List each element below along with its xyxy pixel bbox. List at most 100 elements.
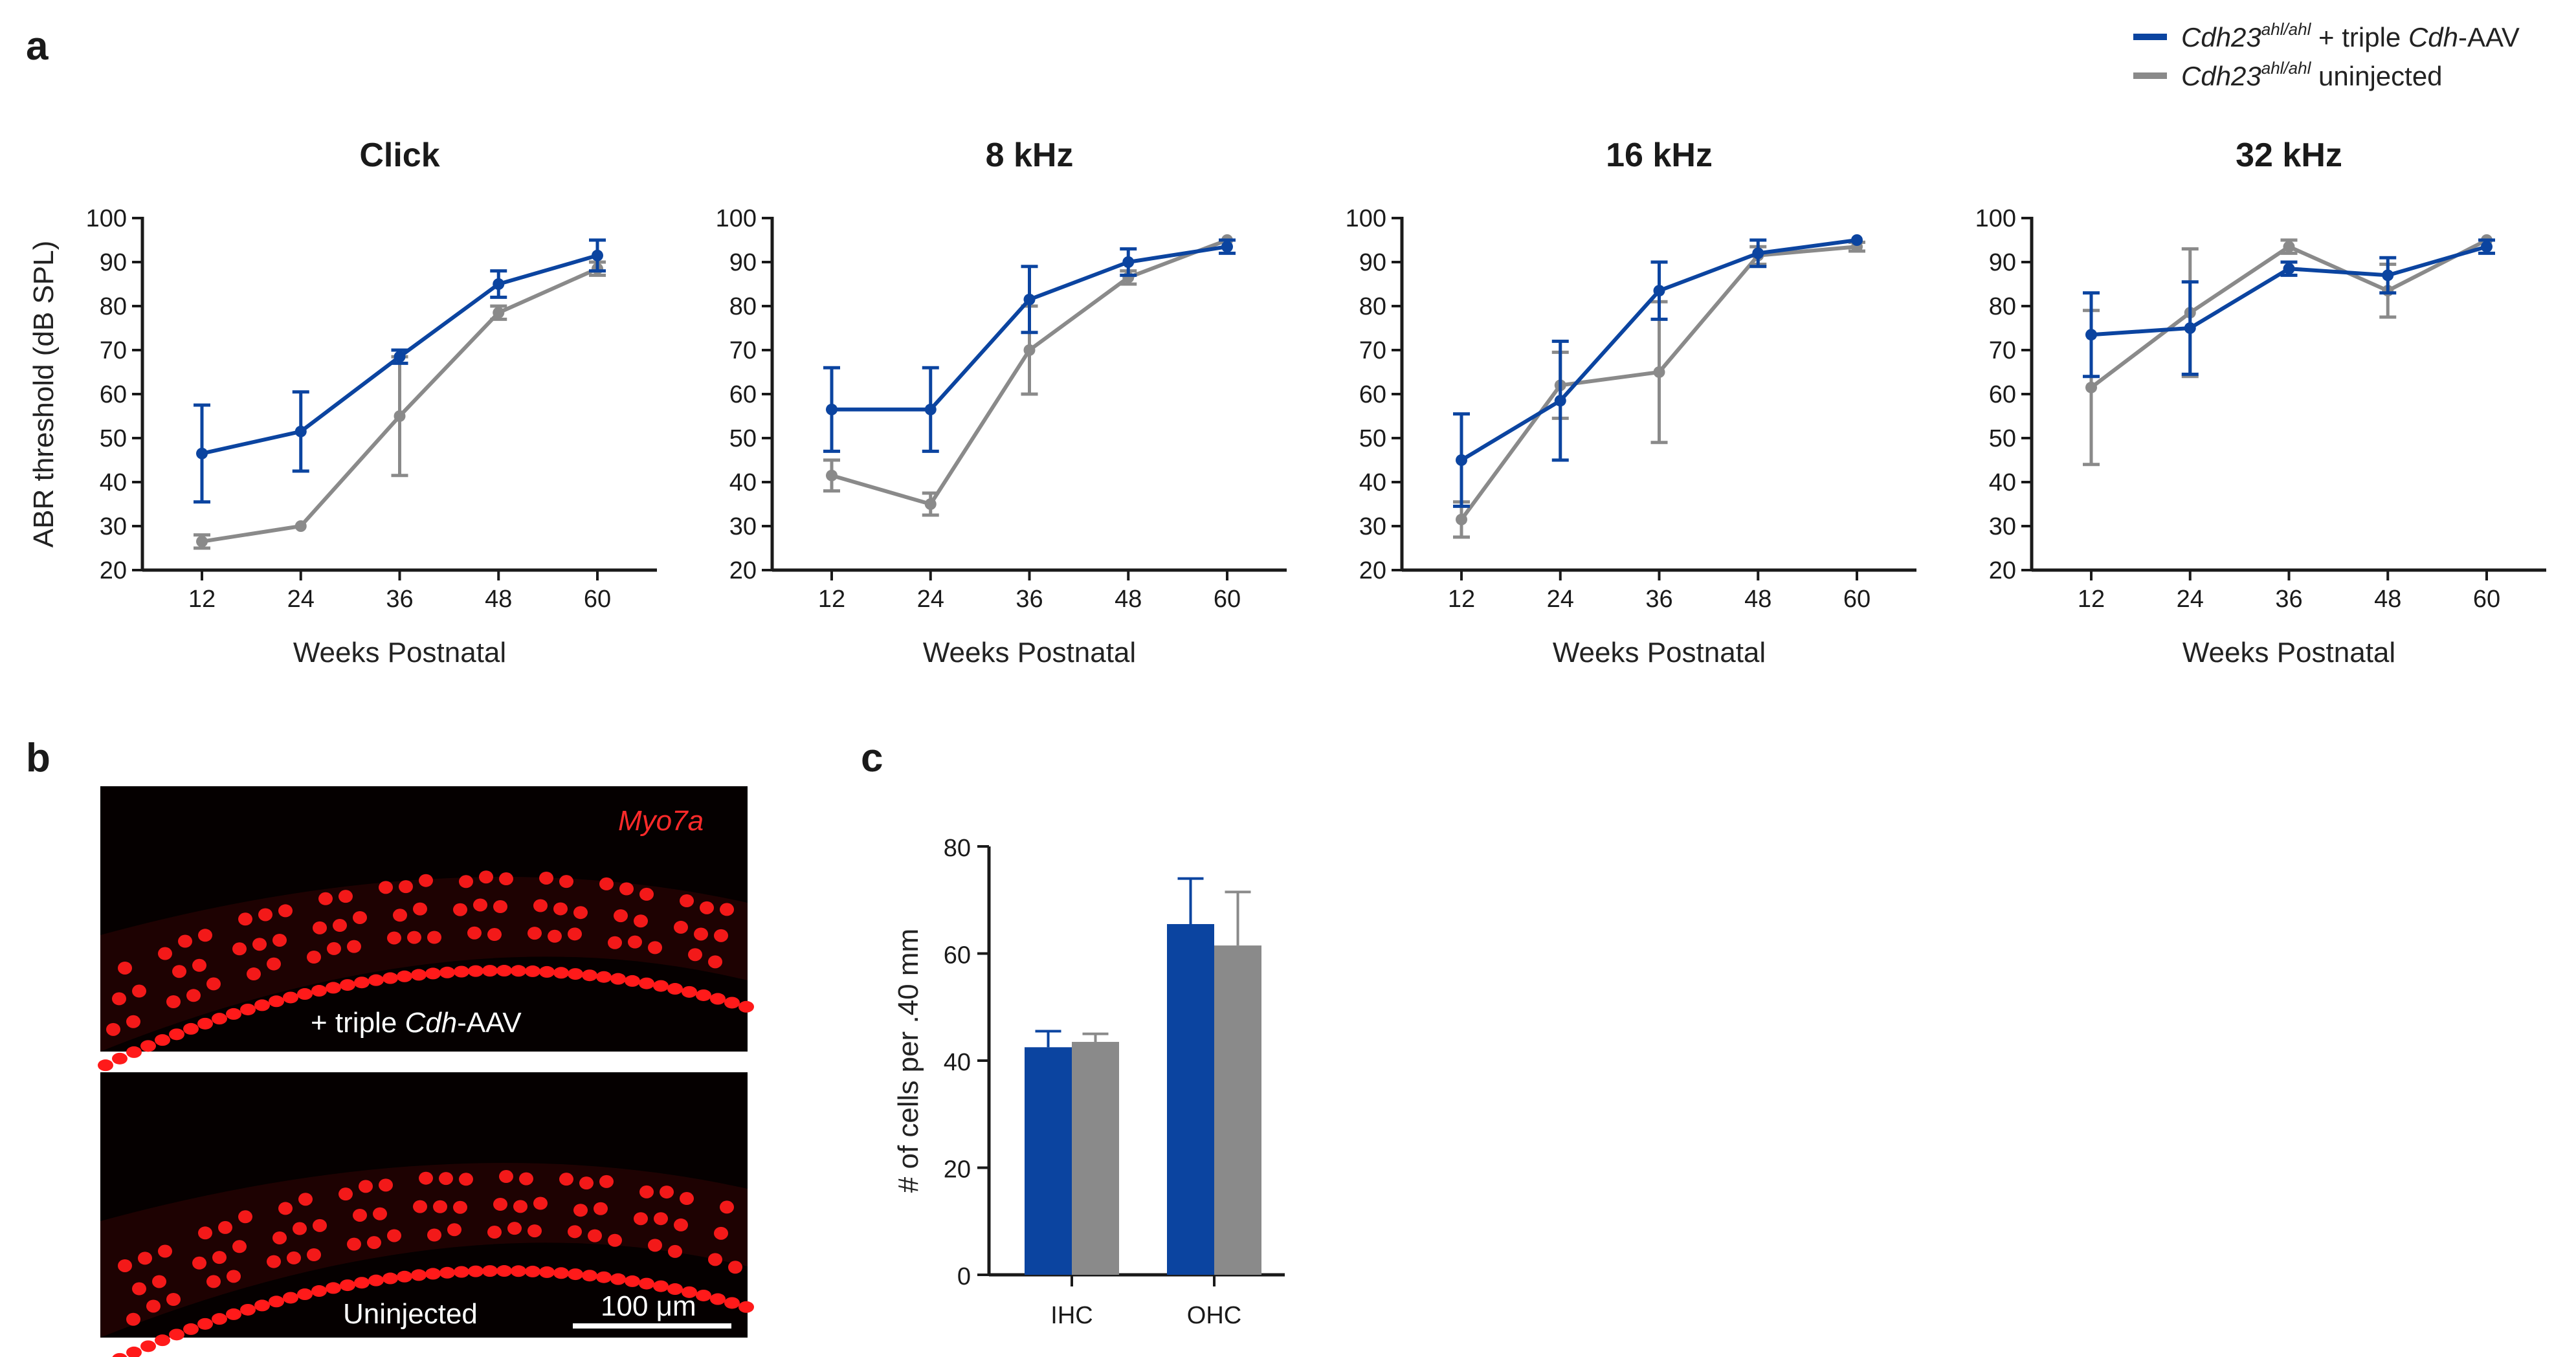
outer-hair-cell xyxy=(599,877,614,890)
y-tick-label: 70 xyxy=(729,337,757,364)
inner-hair-cell xyxy=(582,1270,597,1282)
y-tick-label: 70 xyxy=(100,337,127,364)
outer-hair-cell xyxy=(660,1186,674,1199)
inner-hair-cell xyxy=(311,985,327,997)
y-tick-label: 30 xyxy=(729,513,757,540)
outer-hair-cell xyxy=(459,875,473,888)
y-tick-label: 20 xyxy=(944,1156,971,1184)
outer-hair-cell xyxy=(192,958,206,972)
inner-hair-cell xyxy=(169,1329,184,1341)
outer-hair-cell xyxy=(333,919,347,932)
x-tick-label: 36 xyxy=(386,586,413,613)
micrograph-treated: Myo7a + triple Cdh-AAV xyxy=(98,786,754,1072)
x-tick-label: 48 xyxy=(1115,586,1142,613)
outer-hair-cell xyxy=(232,1240,247,1253)
inner-hair-cell xyxy=(126,1046,142,1058)
outer-hair-cell xyxy=(158,1244,172,1258)
y-tick-label: 40 xyxy=(729,469,757,496)
y-tick-label: 80 xyxy=(729,293,757,320)
inner-hair-cell xyxy=(340,1279,355,1292)
bar-ihc-uninjected xyxy=(1072,1042,1119,1275)
x-tick-label: 12 xyxy=(818,586,845,613)
x-axis-label: Weeks Postnatal xyxy=(2182,637,2395,668)
outer-hair-cell xyxy=(639,887,654,901)
inner-hair-cell xyxy=(696,989,711,1001)
x-tick-label: 48 xyxy=(2374,586,2401,613)
data-point xyxy=(1023,293,1036,305)
bar-ohc-uninjected xyxy=(1214,945,1261,1275)
outer-hair-cell xyxy=(459,1173,473,1186)
outer-hair-cell xyxy=(353,910,367,924)
inner-hair-cell xyxy=(439,1266,455,1279)
outer-hair-cell xyxy=(298,1193,313,1206)
outer-hair-cell xyxy=(473,898,487,912)
outer-hair-cell xyxy=(112,992,126,1006)
bar-ihc-treated xyxy=(1025,1047,1072,1275)
outer-hair-cell xyxy=(453,1200,467,1214)
chart-32khz: 32 kHz 20 30 40 50 60 70 80 90 100 12 24 36 48 60 Weeks… xyxy=(1975,137,2546,668)
inner-hair-cell xyxy=(197,1017,213,1030)
inner-hair-cell xyxy=(610,1273,626,1285)
x-tick-label: 24 xyxy=(917,586,944,613)
inner-hair-cell xyxy=(553,1267,569,1279)
outer-hair-cell xyxy=(674,920,688,934)
inner-hair-cell xyxy=(155,1034,170,1046)
inner-hair-cell xyxy=(254,1299,270,1312)
legend: Cdh23ahl/ahl + triple Cdh-AAV Cdh23ahl/a… xyxy=(2133,19,2520,91)
inner-hair-cell xyxy=(183,1022,199,1035)
inner-hair-cell xyxy=(311,1285,327,1297)
x-tick-label: 24 xyxy=(287,586,315,613)
outer-hair-cell xyxy=(126,1015,140,1028)
inner-hair-cell xyxy=(625,975,640,987)
inner-hair-cell xyxy=(368,974,384,986)
outer-hair-cell xyxy=(387,931,401,945)
inner-hair-cell xyxy=(610,973,626,985)
outer-hair-cell xyxy=(507,1222,522,1235)
outer-hair-cell xyxy=(700,901,714,914)
inner-hair-cell xyxy=(496,965,512,977)
inner-hair-cell xyxy=(511,965,526,977)
outer-hair-cell xyxy=(126,1312,140,1326)
outer-hair-cell xyxy=(399,880,413,894)
series-treated xyxy=(823,238,1236,453)
outer-hair-cell xyxy=(313,921,327,934)
inner-hair-cell xyxy=(226,1008,241,1020)
outer-hair-cell xyxy=(238,1210,252,1224)
outer-hair-cell xyxy=(634,914,648,928)
y-tick-label: 90 xyxy=(1989,249,2016,276)
outer-hair-cell xyxy=(419,874,433,887)
inner-hair-cell xyxy=(454,965,469,978)
legend-label-treated: Cdh23ahl/ahl + triple Cdh-AAV xyxy=(2181,19,2520,52)
y-tick-label: 70 xyxy=(1989,337,2016,364)
data-point xyxy=(294,425,307,437)
outer-hair-cell xyxy=(379,881,393,894)
inner-hair-cell xyxy=(639,1277,654,1290)
outer-hair-cell xyxy=(427,931,441,944)
outer-hair-cell xyxy=(413,902,427,916)
inner-hair-cell xyxy=(283,1292,298,1304)
outer-hair-cell xyxy=(347,1237,361,1251)
x-tick-label: 12 xyxy=(1448,586,1475,613)
outer-hair-cell xyxy=(680,1192,694,1206)
outer-hair-cell xyxy=(548,929,562,943)
x-tick-label: 12 xyxy=(188,586,216,613)
x-tick-label: 60 xyxy=(1214,586,1241,613)
chart-title: Click xyxy=(359,137,439,174)
y-tick-label: 50 xyxy=(1989,425,2016,452)
inner-hair-cell xyxy=(625,1275,640,1287)
inner-hair-cell xyxy=(226,1308,241,1320)
outer-hair-cell xyxy=(198,1226,212,1240)
outer-hair-cell xyxy=(278,904,293,918)
outer-hair-cell xyxy=(186,989,201,1002)
y-tick-label: 50 xyxy=(1359,425,1386,452)
outer-hair-cell xyxy=(132,1282,146,1296)
outer-hair-cell xyxy=(339,890,353,903)
outer-hair-cell xyxy=(568,1225,582,1239)
outer-hair-cell xyxy=(628,935,642,949)
outer-hair-cell xyxy=(206,1275,221,1288)
y-tick-label: 20 xyxy=(729,557,757,584)
inner-hair-cell xyxy=(112,1352,128,1357)
outer-hair-cell xyxy=(714,1226,728,1240)
data-point xyxy=(826,403,838,415)
